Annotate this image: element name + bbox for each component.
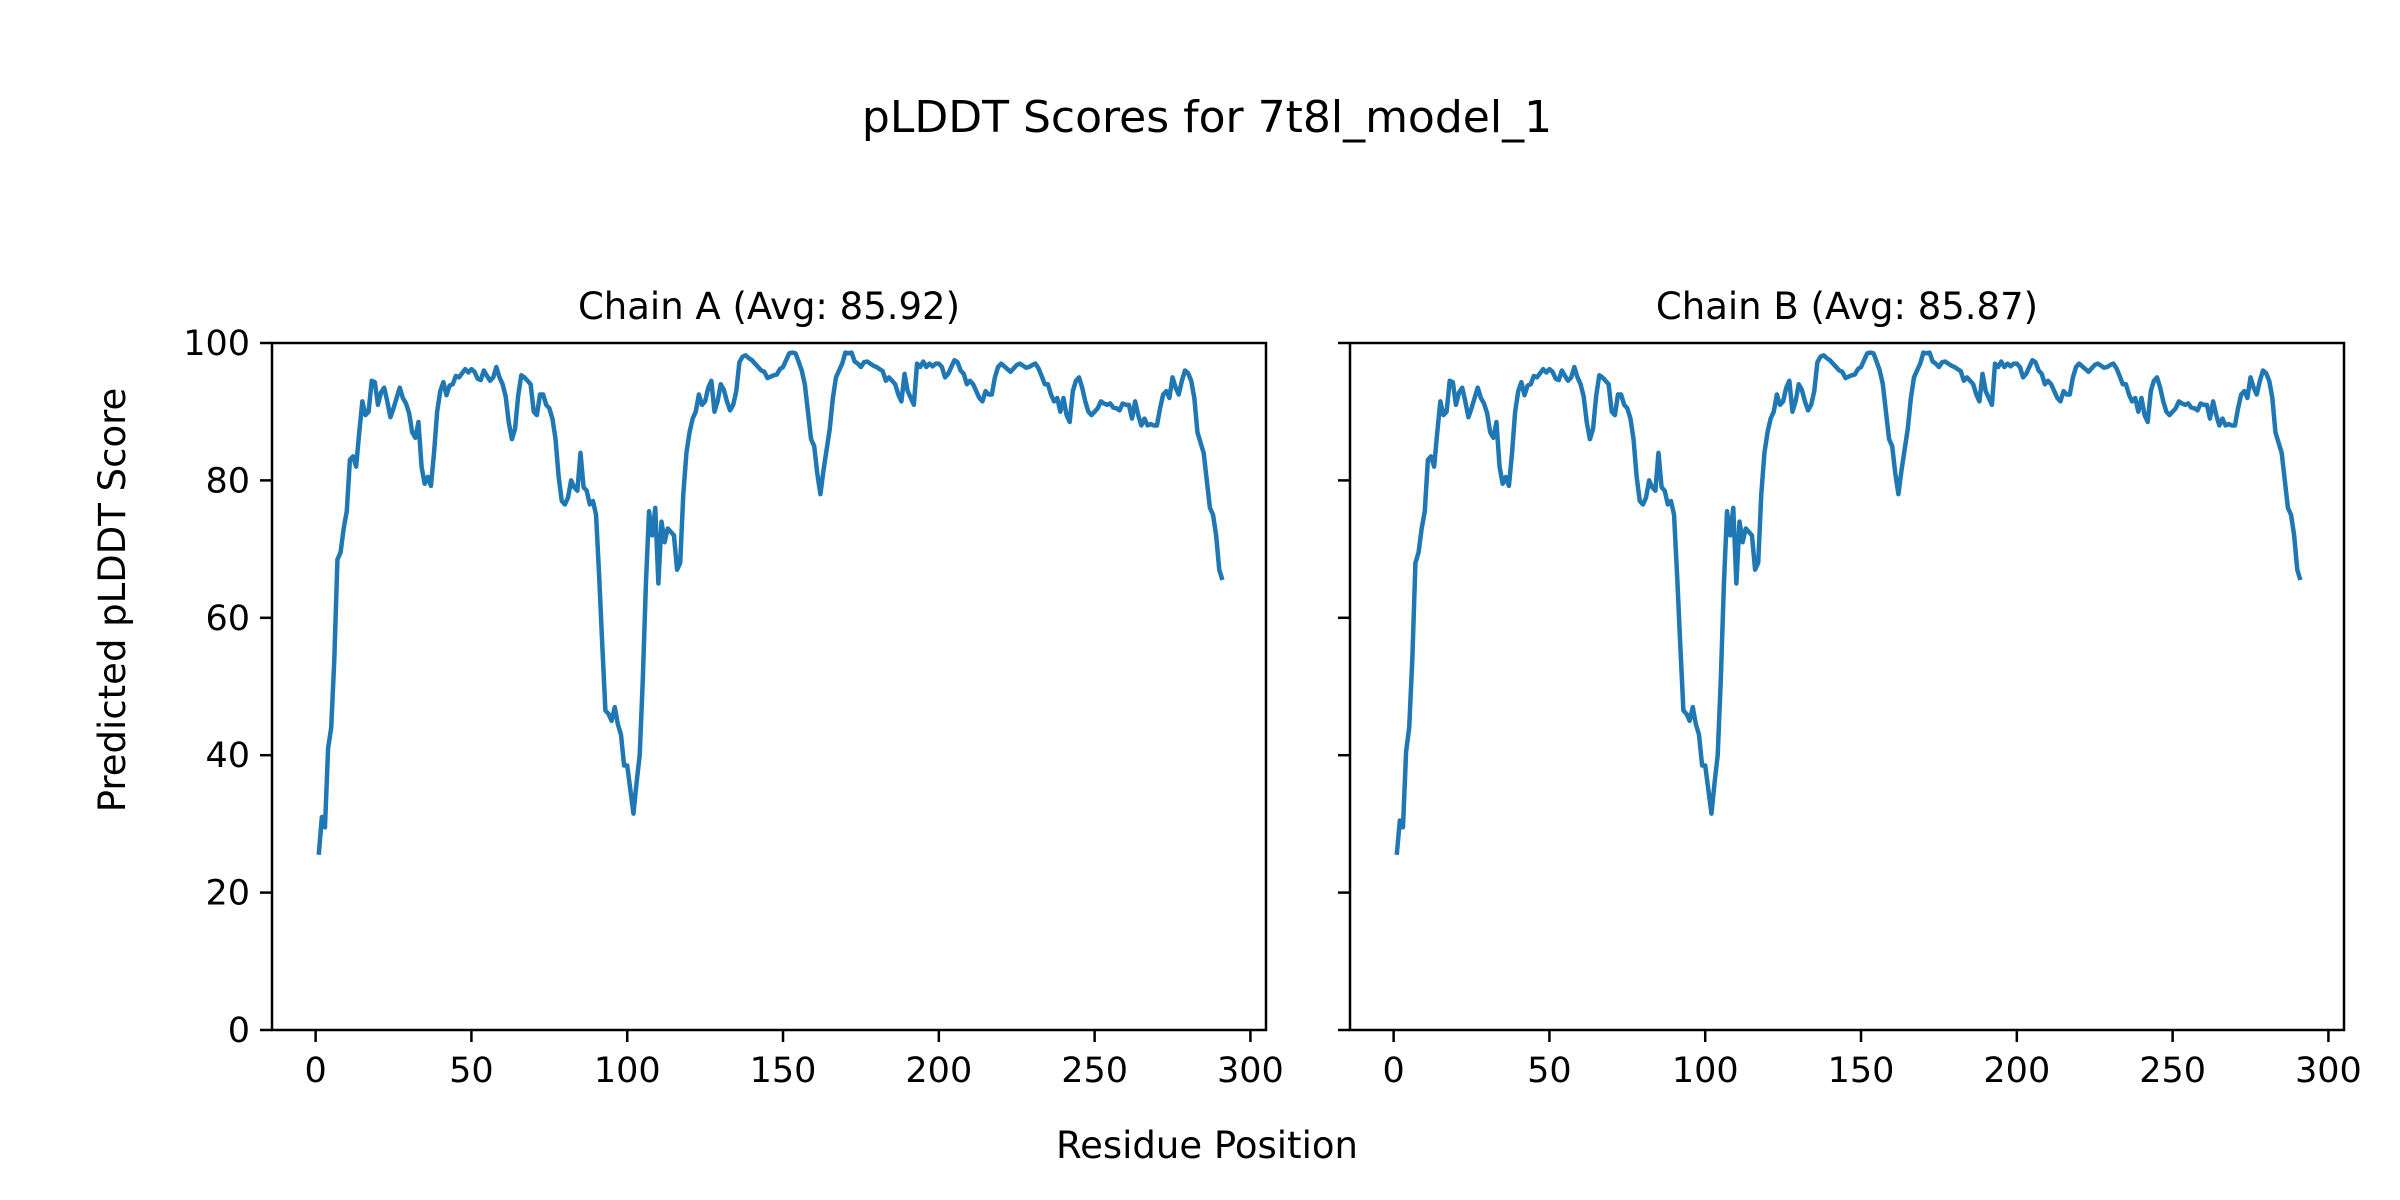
panel-title: Chain A (Avg: 85.92) xyxy=(578,285,960,328)
y-tick-label: 20 xyxy=(205,874,250,914)
panel-title: Chain B (Avg: 85.87) xyxy=(1656,285,2038,328)
y-tick-label: 100 xyxy=(183,324,250,364)
x-tick-label: 200 xyxy=(1983,1051,2050,1091)
y-tick-label: 80 xyxy=(205,461,250,501)
axes-frame xyxy=(270,341,1268,1032)
series-line xyxy=(1394,350,2303,856)
x-tick-label: 0 xyxy=(304,1051,326,1091)
panel-chain-b: Chain B (Avg: 85.87) 0 50 100 150 200 250 300 xyxy=(1338,285,2362,1091)
figure-title: pLDDT Scores for 7t8l_model_1 xyxy=(862,92,1552,143)
x-tick-label: 50 xyxy=(1527,1051,1572,1091)
x-tick-label: 250 xyxy=(1061,1051,1128,1091)
x-tick-label: 300 xyxy=(2295,1051,2362,1091)
y-axis-label: Predicted pLDDT Score xyxy=(91,388,134,813)
x-tick-label: 0 xyxy=(1382,1051,1404,1091)
axes-frame xyxy=(1348,341,2346,1032)
x-tick-label: 100 xyxy=(594,1051,661,1091)
y-tick-label: 40 xyxy=(205,736,250,776)
y-tick-label: 0 xyxy=(228,1011,250,1051)
panels: Chain A (Avg: 85.92)0 50 100 150 200 250 30002… xyxy=(183,285,2362,1091)
x-tick-label: 150 xyxy=(750,1051,817,1091)
x-tick-label: 100 xyxy=(1672,1051,1739,1091)
panel-chain-a: Chain A (Avg: 85.92) 0 50 100 150 200 250 300 0 2… xyxy=(183,285,1284,1091)
x-tick-label: 250 xyxy=(2139,1051,2206,1091)
x-axis-label: Residue Position xyxy=(1056,1124,1358,1167)
series-line xyxy=(316,350,1225,856)
x-tick-label: 200 xyxy=(905,1051,972,1091)
y-tick-label: 60 xyxy=(205,599,250,639)
x-tick-label: 50 xyxy=(449,1051,494,1091)
x-tick-label: 300 xyxy=(1217,1051,1284,1091)
x-tick-label: 150 xyxy=(1828,1051,1895,1091)
